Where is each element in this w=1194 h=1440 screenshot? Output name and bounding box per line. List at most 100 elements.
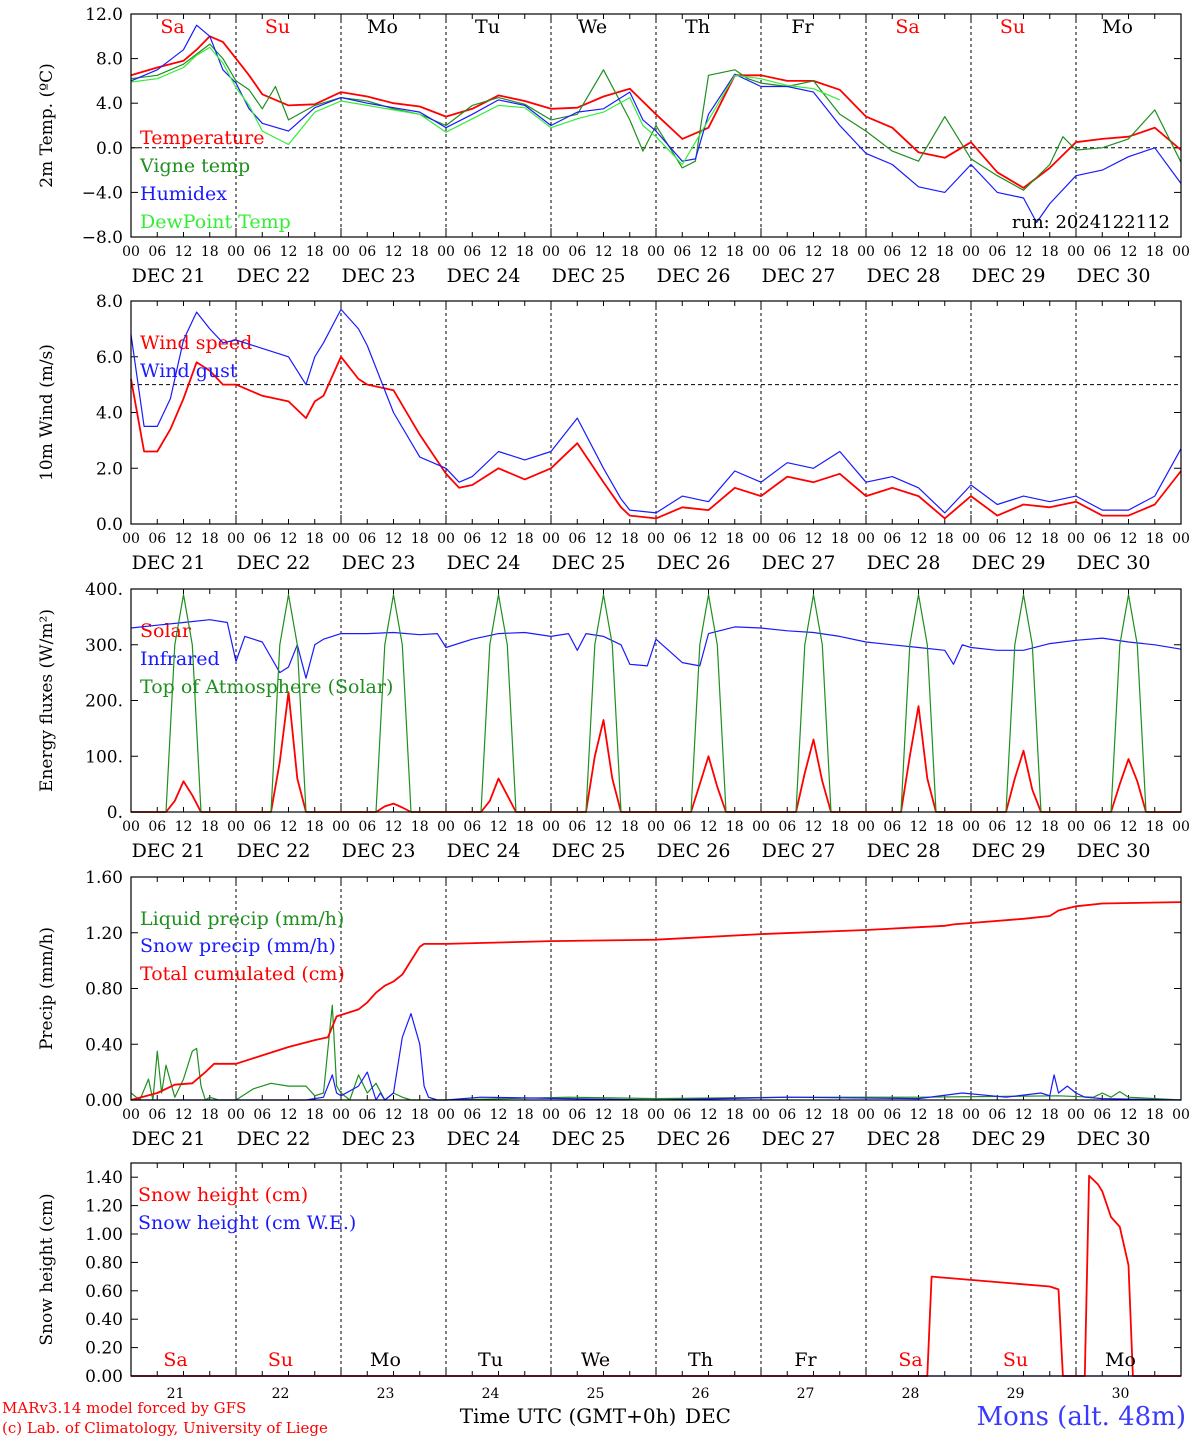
lab-credit: (c) Lab. of Climatology, University of L… [2,1419,328,1437]
hour-tick-label: 00 [1067,819,1085,835]
hour-tick-label: 00 [542,244,560,260]
hour-tick-label: 06 [673,531,691,547]
hour-tick-label: 06 [568,819,586,835]
y-tick-label: 0.20 [85,1339,123,1359]
weekday-label: Sa [898,1349,922,1371]
panel-5: 0.00 0.20 0.40 0.60 0.80 1.00 1.20 1.40 Snow hei… [37,1162,1182,1387]
hour-tick-label: 18 [201,819,219,835]
hour-tick-label: 12 [385,819,403,835]
legend-entry: DewPoint Temp [140,211,291,233]
date-label: DEC 28 [867,840,941,862]
hour-tick-label: 00 [1172,819,1190,835]
hour-tick-label: 00 [647,244,665,260]
hour-tick-label: 12 [595,819,613,835]
hour-tick-label: 00 [857,819,875,835]
plot-frame [130,876,1182,1101]
legend-entry: Snow height (cm) [138,1184,308,1206]
hour-tick-label: 18 [411,531,429,547]
hour-tick-label: 00 [752,531,770,547]
hour-tick-label: 06 [673,244,691,260]
hour-tick-label: 12 [595,531,613,547]
hour-tick-label: 06 [1093,244,1111,260]
hour-tick-label: 06 [148,531,166,547]
hour-tick-label: 18 [516,244,534,260]
date-label: DEC 29 [972,1128,1046,1150]
hour-tick-label: 00 [122,531,140,547]
hour-tick-label: 00 [1172,244,1190,260]
hour-tick-label: 06 [463,819,481,835]
hour-tick-label: 00 [857,531,875,547]
hour-tick-label: 12 [700,244,718,260]
legend-entry: Wind speed [140,332,252,354]
hour-tick-label: 06 [253,244,271,260]
hour-tick-label: 12 [280,1107,298,1123]
weekday-label: Fr [794,1349,817,1371]
date-label: DEC 25 [552,265,626,287]
hour-tick-label: 12 [700,531,718,547]
day-number-label: 27 [797,1386,815,1402]
hour-tick-label: 06 [673,1107,691,1123]
legend-entry: Wind gust [140,360,238,382]
weekday-label: Sa [160,16,184,38]
hour-tick-label: 06 [673,819,691,835]
plot-frame [130,13,1182,238]
hour-tick-label: 00 [962,244,980,260]
hour-tick-label: 00 [437,244,455,260]
date-label: DEC 26 [657,552,731,574]
y-tick-label: 1.60 [85,868,123,888]
weekday-label: We [581,1349,610,1371]
date-label: DEC 27 [762,840,836,862]
weekday-label: Su [268,1349,293,1371]
weekday-label: We [578,16,607,38]
date-label: DEC 30 [1077,552,1151,574]
y-tick-label: 1.00 [85,1225,123,1245]
hour-tick-label: 00 [962,531,980,547]
hour-tick-label: 12 [1120,244,1138,260]
legend-entry: Humidex [140,183,227,205]
series-line-total-cumulated-cm [130,901,1182,1101]
location-label: Mons (alt. 48m) [976,1402,1186,1432]
hour-tick-label: 18 [831,1107,849,1123]
date-label: DEC 27 [762,1128,836,1150]
hour-tick-label: 00 [227,244,245,260]
hour-tick-label: 12 [805,1107,823,1123]
y-axis-label: Energy fluxes (W/m²) [37,609,57,792]
hour-tick-label: 00 [752,1107,770,1123]
y-tick-label: 0.60 [85,1282,123,1302]
hour-tick-label: 18 [726,244,744,260]
hour-tick-label: 18 [411,244,429,260]
panel-3: 0. 100. 200. 300. 400. Energy fluxes (W/m²) So… [37,580,1190,862]
date-label: DEC 27 [762,265,836,287]
y-tick-label: 0.0 [96,139,123,159]
y-tick-label: 1.40 [85,1168,123,1188]
hour-tick-label: 12 [1120,1107,1138,1123]
y-tick-label: 0.40 [85,1035,123,1055]
hour-tick-label: 18 [201,1107,219,1123]
hour-tick-label: 00 [752,244,770,260]
y-axis-label: 10m Wind (m/s) [37,344,57,481]
series-line-infrared [130,619,1182,679]
hour-tick-label: 18 [726,531,744,547]
weekday-label: Su [265,16,290,38]
hour-tick-label: 00 [122,819,140,835]
series-line-humidex [130,24,1182,224]
date-label: DEC 24 [447,1128,521,1150]
hour-tick-label: 18 [306,244,324,260]
hour-tick-label: 06 [358,531,376,547]
y-tick-label: 4.0 [96,404,123,424]
y-tick-label: 8.0 [96,50,123,70]
hour-tick-label: 18 [411,819,429,835]
hour-tick-label: 00 [542,531,560,547]
hour-tick-label: 12 [280,531,298,547]
day-number-label: 30 [1112,1386,1130,1402]
series-line-wind-gust [130,308,1182,514]
hour-tick-label: 00 [437,1107,455,1123]
day-number-label: 24 [482,1386,500,1402]
hour-tick-label: 18 [306,1107,324,1123]
plot-frame [130,1162,1182,1377]
series-line-temperature [130,35,1182,189]
hour-tick-label: 12 [1015,1107,1033,1123]
hour-tick-label: 00 [332,531,350,547]
hour-tick-label: 12 [1015,819,1033,835]
weekday-label: Mo [370,1349,401,1371]
